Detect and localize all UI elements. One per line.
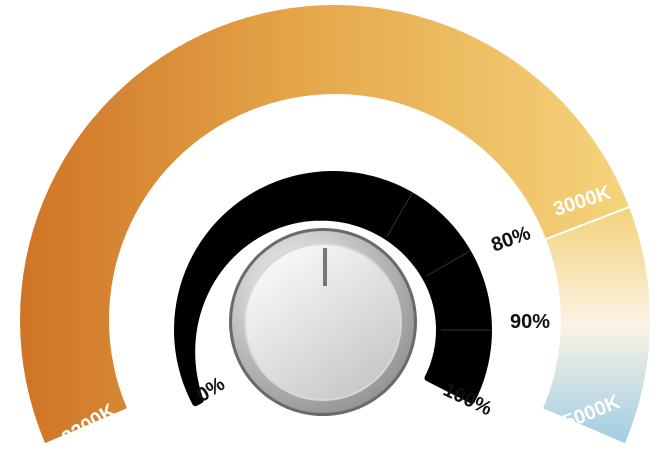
cool-band — [543, 206, 651, 444]
divider — [545, 206, 630, 240]
dimmer-band — [174, 171, 492, 407]
dimmer-tick — [386, 192, 413, 237]
percent-label: 90% — [510, 311, 550, 333]
arcs — [19, 4, 651, 444]
knob[interactable] — [229, 228, 417, 416]
dimmer-tick — [426, 250, 471, 277]
percent-label: 80% — [488, 222, 533, 256]
knob-face — [244, 243, 402, 401]
warm-band — [19, 4, 630, 444]
